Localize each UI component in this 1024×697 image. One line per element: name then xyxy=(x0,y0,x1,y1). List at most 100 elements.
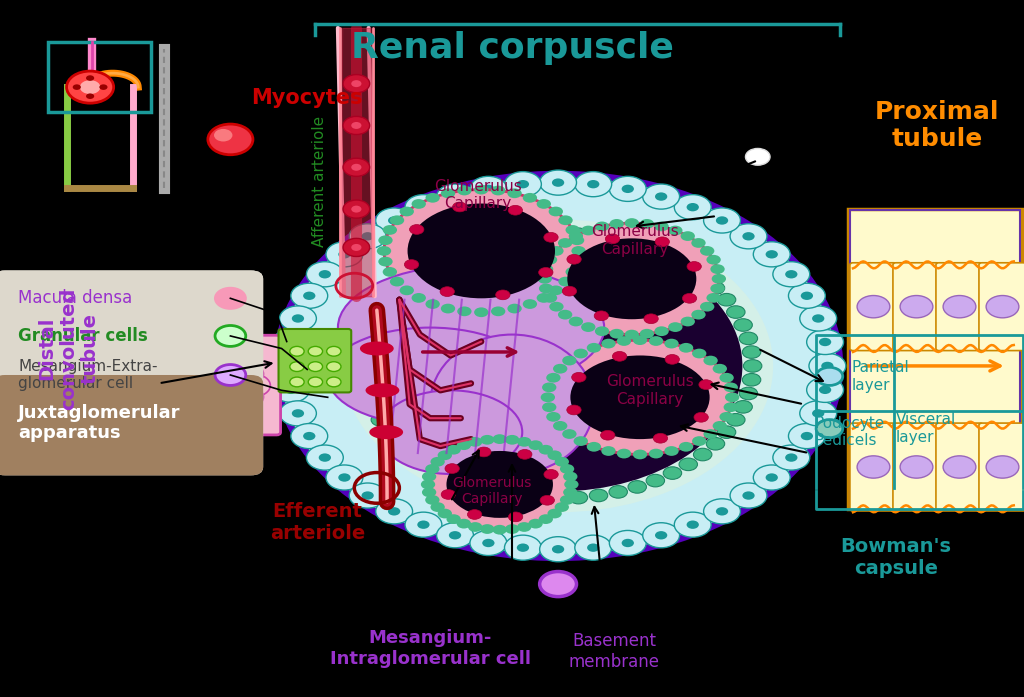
FancyBboxPatch shape xyxy=(936,263,983,351)
Circle shape xyxy=(291,283,328,308)
Circle shape xyxy=(549,227,567,240)
Circle shape xyxy=(587,544,599,552)
Circle shape xyxy=(568,316,583,326)
Circle shape xyxy=(383,225,397,235)
Circle shape xyxy=(801,291,813,300)
Circle shape xyxy=(713,364,727,374)
Circle shape xyxy=(343,238,370,256)
Circle shape xyxy=(290,346,304,356)
Text: Efferent
arteriole: Efferent arteriole xyxy=(269,503,366,543)
Circle shape xyxy=(437,450,452,460)
Circle shape xyxy=(766,473,778,482)
Circle shape xyxy=(230,385,263,408)
Circle shape xyxy=(480,435,495,445)
Circle shape xyxy=(800,306,837,331)
Circle shape xyxy=(720,412,734,422)
Circle shape xyxy=(422,472,436,482)
Circle shape xyxy=(788,283,825,308)
Circle shape xyxy=(725,392,739,402)
Circle shape xyxy=(711,264,725,274)
Circle shape xyxy=(587,343,601,353)
Circle shape xyxy=(449,192,461,201)
Circle shape xyxy=(720,373,734,383)
Circle shape xyxy=(681,316,695,326)
Circle shape xyxy=(743,360,762,372)
Circle shape xyxy=(404,512,441,537)
Circle shape xyxy=(552,178,564,187)
Circle shape xyxy=(476,447,490,457)
Circle shape xyxy=(470,176,507,201)
Circle shape xyxy=(569,491,588,504)
Circle shape xyxy=(807,330,844,355)
Circle shape xyxy=(380,426,398,438)
Circle shape xyxy=(208,124,253,155)
Circle shape xyxy=(694,413,709,422)
Circle shape xyxy=(568,231,583,241)
Circle shape xyxy=(679,458,697,470)
Circle shape xyxy=(643,184,680,209)
Circle shape xyxy=(857,296,890,318)
Circle shape xyxy=(86,93,94,99)
Ellipse shape xyxy=(370,425,403,439)
Text: Renal corpuscle: Renal corpuscle xyxy=(350,31,674,66)
Circle shape xyxy=(713,421,727,431)
Circle shape xyxy=(430,502,444,512)
Circle shape xyxy=(399,206,414,216)
Circle shape xyxy=(505,171,542,197)
Circle shape xyxy=(404,260,419,270)
Circle shape xyxy=(654,222,669,231)
Ellipse shape xyxy=(570,355,710,439)
Ellipse shape xyxy=(379,390,522,474)
Circle shape xyxy=(338,473,350,482)
Circle shape xyxy=(441,188,456,198)
Circle shape xyxy=(703,429,718,439)
Circle shape xyxy=(540,572,577,597)
FancyBboxPatch shape xyxy=(893,423,940,511)
Ellipse shape xyxy=(328,328,532,425)
Circle shape xyxy=(543,255,557,265)
Circle shape xyxy=(609,486,628,498)
Circle shape xyxy=(517,450,531,459)
Circle shape xyxy=(223,400,236,408)
Circle shape xyxy=(318,454,331,462)
Circle shape xyxy=(272,330,309,355)
Circle shape xyxy=(560,495,574,505)
Circle shape xyxy=(318,270,331,279)
Text: Visceral
layer: Visceral layer xyxy=(896,413,956,445)
Circle shape xyxy=(458,185,472,195)
Circle shape xyxy=(539,264,553,274)
Circle shape xyxy=(419,458,437,470)
Circle shape xyxy=(562,355,577,365)
Text: Juxtaglomerular
apparatus: Juxtaglomerular apparatus xyxy=(18,404,181,443)
Circle shape xyxy=(609,530,646,556)
Circle shape xyxy=(214,129,232,141)
Circle shape xyxy=(507,304,521,314)
Ellipse shape xyxy=(338,265,604,390)
Circle shape xyxy=(573,348,588,358)
Circle shape xyxy=(280,401,316,426)
Circle shape xyxy=(742,491,755,500)
Text: Podocyte
Pedicels: Podocyte Pedicels xyxy=(814,416,885,448)
Circle shape xyxy=(355,346,374,358)
Circle shape xyxy=(668,226,682,236)
Circle shape xyxy=(364,401,382,413)
Text: Glomerulus
Capillary: Glomerulus Capillary xyxy=(452,476,531,507)
Circle shape xyxy=(99,84,108,90)
Circle shape xyxy=(582,226,596,236)
Circle shape xyxy=(371,306,389,319)
Circle shape xyxy=(176,381,188,390)
Text: Parietal
layer: Parietal layer xyxy=(852,360,909,392)
Circle shape xyxy=(528,228,547,240)
Circle shape xyxy=(306,445,343,470)
Circle shape xyxy=(816,420,843,438)
Circle shape xyxy=(276,174,840,558)
Circle shape xyxy=(609,329,624,339)
Circle shape xyxy=(649,449,664,459)
Circle shape xyxy=(640,219,654,229)
Circle shape xyxy=(434,252,453,265)
Circle shape xyxy=(564,480,579,489)
Circle shape xyxy=(453,202,467,212)
Circle shape xyxy=(622,185,634,193)
Circle shape xyxy=(549,206,563,216)
Circle shape xyxy=(544,470,558,480)
